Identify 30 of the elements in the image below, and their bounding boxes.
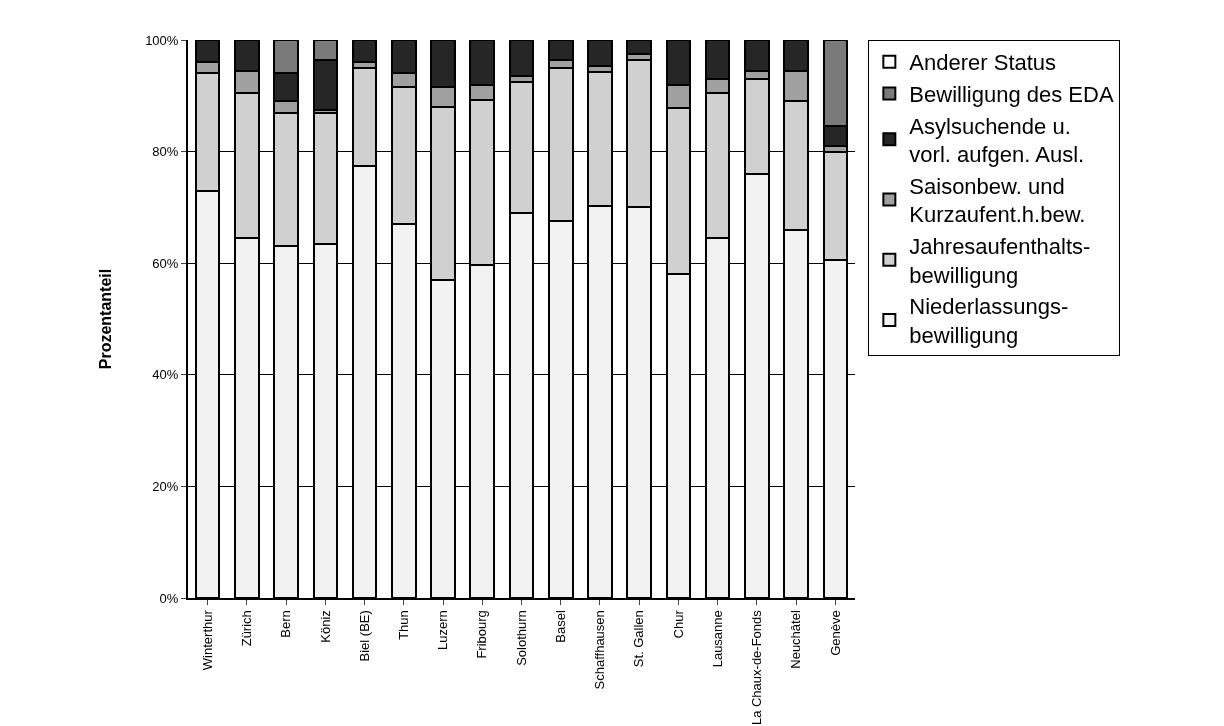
legend-label: Niederlassungs-bewilligung xyxy=(909,294,1069,348)
x-tick-label: Schaffhausen xyxy=(592,610,608,690)
x-tick-label: St. Gallen xyxy=(631,610,647,668)
x-tick-label: Solothurn xyxy=(513,610,529,666)
x-tick-label: Biel (BE) xyxy=(356,610,372,662)
x-tick-label: Fribourg xyxy=(474,610,490,659)
y-tick-label: 80% xyxy=(152,144,179,160)
legend-label: Asylsuchende u. vorl. aufgen. Ausl. xyxy=(909,113,1085,168)
legend-label: Saisonbew. und Kurzaufent.h.bew. xyxy=(909,173,1086,228)
x-tick-label: Bern xyxy=(278,610,294,638)
x-tick-label: La Chaux-de-Fonds xyxy=(749,609,765,726)
y-tick-label: 60% xyxy=(152,255,179,271)
x-tick-label: Winterthur xyxy=(199,609,215,671)
x-tick-label: Genève xyxy=(827,610,843,656)
y-tick-label: 0% xyxy=(159,590,179,606)
y-tick-label: 20% xyxy=(152,478,179,494)
x-tick-label: Zürich xyxy=(239,610,255,647)
legend-label: Jahresaufenthalts-bewilligung xyxy=(909,233,1091,288)
x-tick-label: Chur xyxy=(670,609,686,639)
legend-label: Bewilligung des EDA xyxy=(909,81,1114,107)
x-tick-label: Lausanne xyxy=(709,610,725,668)
legend-label: Anderer Status xyxy=(909,50,1057,76)
x-tick-label: Luzern xyxy=(435,610,451,650)
x-tick-label: Neuchâtel xyxy=(788,610,804,669)
y-axis-title: Prozentanteil xyxy=(96,268,114,370)
y-tick-label: 40% xyxy=(152,367,179,383)
x-tick-label: Köniz xyxy=(317,610,333,643)
y-tick-label: 100% xyxy=(145,32,179,48)
x-tick-label: Basel xyxy=(552,610,568,643)
x-tick-label: Thun xyxy=(396,610,412,640)
